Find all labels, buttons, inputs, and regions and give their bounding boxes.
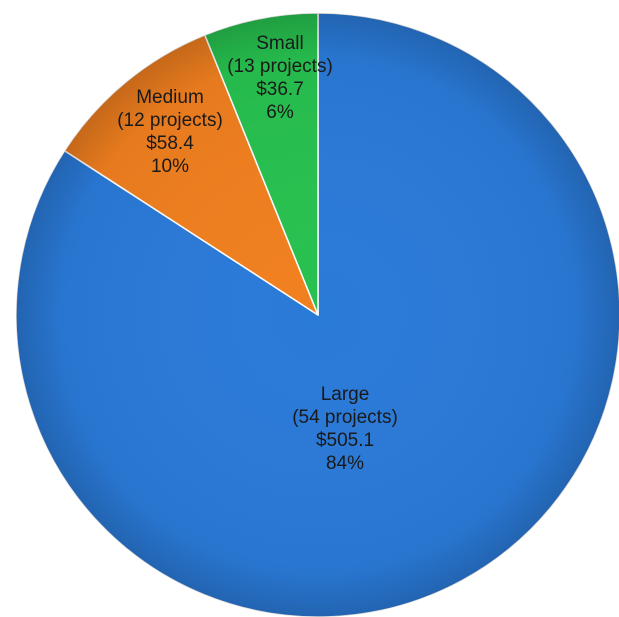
slice-category-label: Small <box>256 33 304 54</box>
slice-label-medium: Medium (12 projects) $58.4 10% <box>117 87 223 177</box>
slice-category-label: Large <box>321 384 370 405</box>
slice-percent-label: 84% <box>326 453 364 474</box>
slice-value-label: $58.4 <box>146 133 194 154</box>
slice-projects-label: (13 projects) <box>227 56 333 77</box>
slice-value-label: $505.1 <box>316 430 374 451</box>
slice-percent-label: 6% <box>266 102 294 123</box>
slice-value-label: $36.7 <box>256 79 304 100</box>
slice-label-large: Large (54 projects) $505.1 84% <box>292 384 398 474</box>
slice-projects-label: (12 projects) <box>117 110 223 131</box>
slice-projects-label: (54 projects) <box>292 407 398 428</box>
slice-labels: Large (54 projects) $505.1 84% Medium (12 pro… <box>117 33 398 474</box>
slice-category-label: Medium <box>136 87 204 108</box>
pie-slices <box>15 12 619 617</box>
slice-label-small: Small (13 projects) $36.7 6% <box>227 33 333 123</box>
slice-percent-label: 10% <box>151 156 189 177</box>
